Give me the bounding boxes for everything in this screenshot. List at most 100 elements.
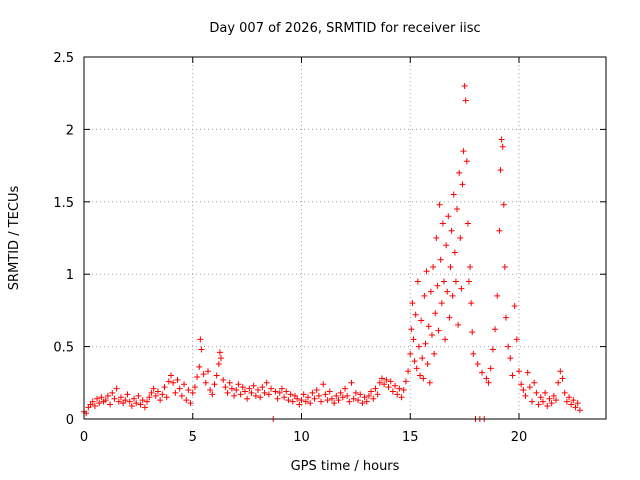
data-point bbox=[216, 349, 223, 356]
data-point bbox=[563, 398, 570, 405]
data-point bbox=[383, 376, 390, 383]
data-point bbox=[213, 372, 220, 379]
data-point bbox=[468, 300, 475, 307]
data-point bbox=[561, 389, 568, 396]
data-point bbox=[252, 392, 259, 399]
data-point bbox=[363, 398, 370, 405]
data-points bbox=[81, 82, 583, 422]
data-point bbox=[427, 288, 434, 295]
data-point bbox=[337, 389, 344, 396]
data-point bbox=[250, 382, 257, 389]
data-point bbox=[263, 379, 270, 386]
data-point bbox=[557, 368, 564, 375]
data-point bbox=[457, 235, 464, 241]
data-point bbox=[505, 343, 512, 350]
data-point bbox=[211, 381, 218, 388]
data-point bbox=[318, 398, 325, 405]
data-point bbox=[283, 388, 290, 395]
data-point bbox=[535, 401, 542, 408]
data-point bbox=[439, 220, 446, 227]
data-point bbox=[137, 401, 144, 408]
data-point bbox=[499, 143, 506, 150]
data-point bbox=[555, 379, 562, 386]
chart-title: Day 007 of 2026, SRMTID for receiver iis… bbox=[209, 21, 480, 36]
data-point bbox=[501, 263, 508, 270]
data-point bbox=[497, 166, 504, 173]
data-point bbox=[189, 389, 196, 396]
data-point bbox=[298, 397, 305, 404]
data-point bbox=[102, 397, 109, 404]
data-point bbox=[281, 394, 288, 401]
data-point bbox=[339, 394, 346, 401]
data-point bbox=[174, 376, 181, 383]
data-point bbox=[168, 372, 174, 379]
data-point bbox=[431, 350, 438, 357]
data-point bbox=[109, 389, 116, 396]
data-point bbox=[296, 401, 303, 408]
data-point bbox=[331, 400, 338, 407]
data-point bbox=[285, 397, 292, 404]
data-point bbox=[417, 372, 424, 379]
data-point bbox=[411, 358, 418, 365]
data-point bbox=[113, 385, 120, 392]
data-point bbox=[576, 407, 583, 414]
data-point bbox=[104, 392, 111, 399]
data-point bbox=[570, 397, 577, 404]
data-point bbox=[518, 381, 525, 388]
data-point bbox=[183, 397, 190, 404]
data-point bbox=[324, 397, 331, 404]
data-point bbox=[161, 384, 168, 391]
data-point bbox=[432, 310, 439, 317]
data-point bbox=[378, 375, 385, 382]
data-point bbox=[224, 389, 231, 396]
data-point bbox=[458, 285, 465, 292]
data-point bbox=[550, 392, 557, 399]
data-point bbox=[435, 327, 442, 334]
data-point bbox=[244, 395, 251, 402]
data-point bbox=[467, 263, 474, 270]
data-point bbox=[461, 82, 468, 89]
data-point bbox=[355, 397, 362, 404]
data-point bbox=[502, 314, 509, 321]
data-point bbox=[389, 388, 396, 395]
data-point bbox=[344, 392, 351, 399]
data-point bbox=[368, 388, 375, 395]
data-point bbox=[529, 398, 536, 405]
y-tick-label: 1.5 bbox=[53, 196, 74, 211]
data-point bbox=[374, 391, 381, 398]
data-point bbox=[197, 336, 204, 343]
data-point bbox=[144, 398, 151, 405]
data-point bbox=[265, 391, 272, 398]
data-point bbox=[141, 404, 148, 411]
data-point bbox=[460, 148, 467, 155]
data-point bbox=[187, 400, 194, 407]
axis-ticks: 0 5 10 15 20 0 0.5 1 1.5 2 2.5 bbox=[53, 51, 606, 445]
data-point bbox=[313, 387, 320, 394]
data-point bbox=[433, 235, 440, 241]
data-point bbox=[548, 400, 555, 407]
data-point bbox=[131, 395, 138, 402]
y-tick-label: 2 bbox=[66, 123, 74, 138]
data-point bbox=[455, 321, 462, 328]
data-point bbox=[412, 311, 419, 318]
y-tick-label: 2.5 bbox=[53, 51, 74, 66]
data-point bbox=[294, 395, 301, 402]
data-point bbox=[436, 201, 443, 208]
data-point bbox=[89, 398, 96, 405]
data-point bbox=[333, 392, 340, 399]
data-point bbox=[289, 398, 296, 405]
data-point bbox=[165, 378, 172, 385]
data-point bbox=[414, 278, 421, 285]
data-point bbox=[305, 394, 312, 401]
data-point bbox=[492, 326, 499, 333]
data-point bbox=[531, 379, 538, 386]
data-point bbox=[546, 395, 553, 402]
data-point bbox=[498, 136, 505, 143]
data-point bbox=[405, 368, 412, 375]
data-point bbox=[135, 392, 142, 399]
data-point bbox=[261, 389, 268, 396]
data-point bbox=[487, 365, 494, 372]
data-point bbox=[348, 379, 355, 386]
data-point bbox=[231, 392, 238, 399]
